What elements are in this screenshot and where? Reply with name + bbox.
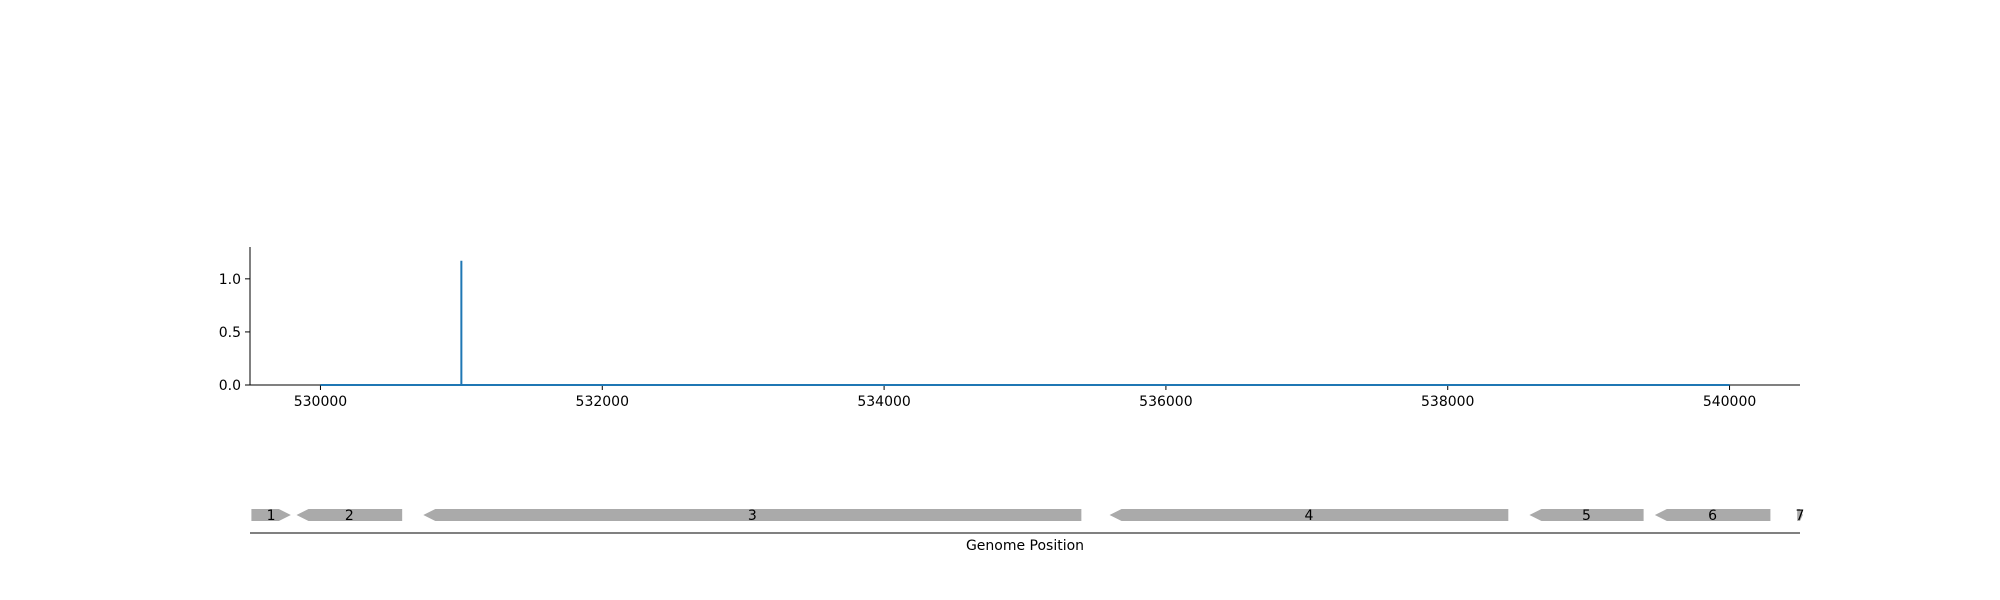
gene-label: 2 [345,508,354,524]
gene-arrow [251,509,291,521]
x-tick-label: 538000 [1421,394,1474,410]
x-tick-label: 534000 [857,394,910,410]
y-tick-label: 1.0 [219,272,241,288]
y-tick-label: 0.0 [219,378,241,394]
gene-track-xlabel: Genome Position [966,538,1084,554]
x-tick-label: 540000 [1703,394,1756,410]
gene-arrow [296,509,403,521]
gene-arrow [423,509,1082,521]
gene-arrow [1654,509,1771,521]
gene-label: 6 [1708,508,1717,524]
gene-label: 1 [267,508,276,524]
x-tick-label: 530000 [294,394,347,410]
gene-track: 1 2 3 4 5 6 7 [251,508,1804,524]
signal-series [320,260,1730,386]
gene-arrow [1797,509,1803,521]
signal-line [320,260,1730,386]
gene-label: 3 [748,508,757,524]
y-tick-label: 0.5 [219,325,241,341]
x-tick-label: 532000 [576,394,629,410]
gene-label: 7 [1796,508,1805,524]
x-tick-label: 536000 [1139,394,1192,410]
gene-arrow [1109,509,1509,521]
gene-label: 4 [1304,508,1313,524]
gene-arrow [1529,509,1644,521]
gene-label: 5 [1582,508,1591,524]
